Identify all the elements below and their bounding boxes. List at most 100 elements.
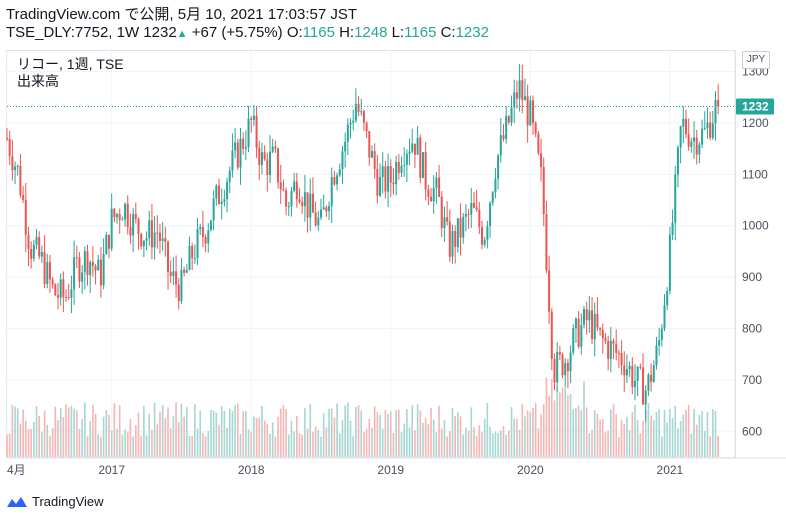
candle-body xyxy=(607,341,610,359)
candle-body xyxy=(558,352,561,355)
candle-body xyxy=(185,269,188,273)
volume-bar xyxy=(652,420,655,457)
volume-bar xyxy=(494,431,497,457)
volume-bar xyxy=(601,418,604,457)
volume-bar xyxy=(701,410,703,457)
candle-body xyxy=(99,259,102,286)
candle-body xyxy=(421,152,424,178)
volume-bar xyxy=(137,412,140,457)
candle-body xyxy=(226,181,229,200)
volume-bar xyxy=(690,434,693,457)
candle-body xyxy=(175,271,178,285)
footer-brand: TradingView xyxy=(6,494,104,509)
candle-body xyxy=(532,100,535,123)
volume-bar xyxy=(674,405,677,457)
volume-bar xyxy=(54,406,57,457)
volume-bar xyxy=(593,410,596,457)
candle-body xyxy=(255,115,258,148)
volume-bar xyxy=(161,405,164,457)
volume-bar xyxy=(355,407,357,457)
volume-bar xyxy=(475,436,478,457)
volume-bar xyxy=(253,416,255,457)
candle-body xyxy=(110,208,113,249)
candle-body xyxy=(693,137,696,142)
candle-body xyxy=(303,192,306,207)
symbol-ohlc-line: TSE_DLY:7752, 1W 1232▲ +67 (+5.75%) O:11… xyxy=(6,24,489,43)
candle-body xyxy=(585,309,588,321)
volume-bar xyxy=(671,417,674,457)
candle-body xyxy=(67,297,70,299)
volume-bar xyxy=(116,428,118,457)
candle-body xyxy=(698,144,701,155)
candle-body xyxy=(596,313,599,328)
candle-body xyxy=(282,189,285,191)
candle-body xyxy=(389,166,392,183)
volume-bar xyxy=(489,427,491,457)
volume-bar xyxy=(588,433,591,457)
candle-body xyxy=(285,190,288,207)
volume-bar xyxy=(703,430,706,457)
candle-body xyxy=(472,202,475,208)
candle-body xyxy=(298,199,301,203)
volume-bar xyxy=(274,436,277,457)
candle-body xyxy=(239,138,242,168)
candle-body xyxy=(81,272,84,282)
candles xyxy=(6,63,720,422)
candle-body xyxy=(6,138,8,140)
candle-body xyxy=(387,166,390,192)
chart-legend: リコー, 1週, TSE 出来高 xyxy=(17,56,124,90)
volume-bar xyxy=(143,405,145,457)
volume-bar xyxy=(604,432,607,457)
candle-body xyxy=(209,220,212,231)
candle-body xyxy=(593,313,596,340)
candle-body xyxy=(443,217,446,228)
volume-bar xyxy=(226,427,228,457)
volume-bar xyxy=(486,402,489,457)
candle-body xyxy=(91,261,94,267)
candle-body xyxy=(330,177,333,207)
volume-bar xyxy=(231,411,234,457)
tradingview-logo-icon xyxy=(7,496,27,507)
volume-bar xyxy=(6,434,8,457)
candle-body xyxy=(556,352,559,383)
volume-bar xyxy=(296,416,298,457)
volume-bar xyxy=(62,416,65,457)
volume-bar xyxy=(11,404,14,457)
volume-bar xyxy=(301,434,304,457)
volume-bar xyxy=(537,428,540,457)
candle-body xyxy=(684,118,687,135)
candle-body xyxy=(158,232,161,242)
candle-body xyxy=(440,196,443,228)
volume-bar xyxy=(314,426,317,457)
volume-bar xyxy=(183,416,185,457)
y-tick-label: 700 xyxy=(742,373,762,387)
candle-body xyxy=(542,167,545,215)
candle-body xyxy=(464,214,467,217)
candle-body xyxy=(59,279,62,298)
candle-body xyxy=(301,202,304,207)
candle-body xyxy=(717,100,720,107)
volume-bar xyxy=(712,409,714,457)
candle-body xyxy=(164,238,167,242)
volume-bar xyxy=(634,404,636,457)
volume-bar xyxy=(591,429,593,457)
volume-bar xyxy=(153,402,156,457)
candle-body xyxy=(293,181,296,191)
volume-bar xyxy=(325,427,328,457)
candle-body xyxy=(137,218,140,234)
currency-badge[interactable]: JPY xyxy=(742,51,770,69)
candle-body xyxy=(446,217,449,222)
candle-body xyxy=(193,257,196,259)
volume-bar xyxy=(623,424,626,457)
volume-bar xyxy=(175,402,177,457)
volume-bar xyxy=(524,416,526,457)
candle-body xyxy=(172,271,175,276)
candle-body xyxy=(633,380,636,387)
volume-bar xyxy=(470,407,473,457)
candle-body xyxy=(631,366,634,387)
candle-body xyxy=(505,116,508,140)
volume-bar xyxy=(118,405,121,457)
volume-bar xyxy=(309,404,312,457)
candle-body xyxy=(231,150,234,171)
